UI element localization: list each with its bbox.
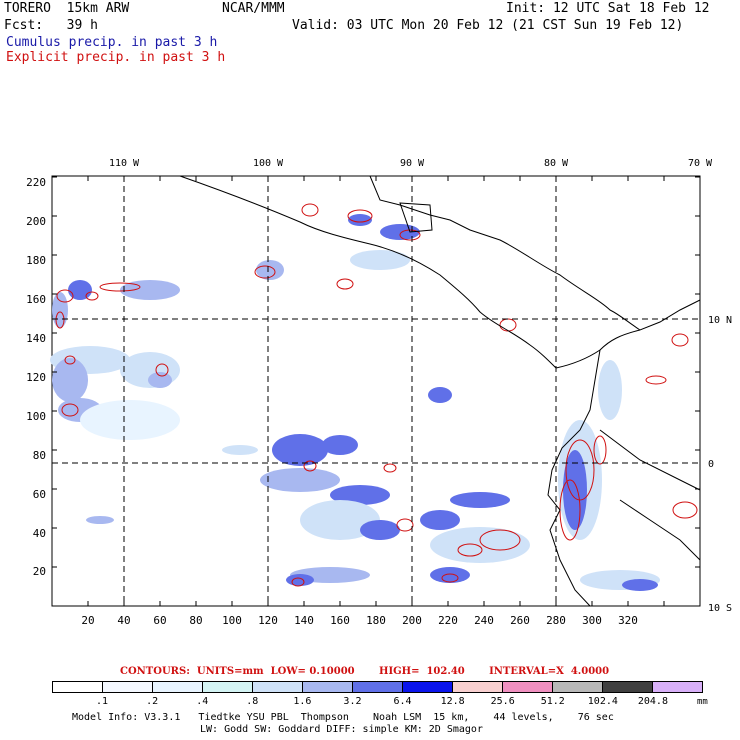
lon-label: 100 W	[253, 158, 284, 169]
color-bar-swatch	[603, 682, 653, 692]
color-bar-level: 1.6	[293, 696, 312, 707]
lon-label: 80 W	[544, 158, 569, 169]
x-tick-label: 320	[618, 614, 638, 627]
right-lat-labels: 10 N 0 10 S	[708, 315, 732, 614]
color-bar-level: 51.2	[540, 696, 565, 707]
x-tick-label: 300	[582, 614, 602, 627]
color-bar-level: .8	[246, 696, 259, 707]
y-tick-label: 180	[26, 254, 46, 267]
lon-label: 90 W	[400, 158, 425, 169]
y-tick-label: 40	[33, 527, 46, 540]
color-bar-swatch	[53, 682, 103, 692]
x-tick-labels: 20 40 60 80 100 120 140 160 180 200 220 …	[81, 614, 638, 627]
x-tick-label: 260	[510, 614, 530, 627]
color-bar-swatch	[303, 682, 353, 692]
top-lon-labels: 110 W 100 W 90 W 80 W 70 W	[109, 158, 713, 169]
x-tick-label: 40	[117, 614, 130, 627]
color-bar-level: 102.4	[587, 696, 618, 707]
x-tick-label: 280	[546, 614, 566, 627]
color-bar-level: 6.4	[393, 696, 412, 707]
init-time: Init: 12 UTC Sat 18 Feb 12	[506, 1, 710, 16]
color-bar-swatch	[103, 682, 153, 692]
model-physics: LW: Godd SW: Goddard DIFF: simple KM: 2D…	[200, 724, 483, 735]
lat-label: 0	[708, 459, 714, 470]
lon-label: 70 W	[688, 158, 713, 169]
lat-label: 10 S	[708, 603, 732, 614]
x-tick-label: 60	[153, 614, 166, 627]
explicit-precip-contours	[55, 203, 698, 587]
y-tick-label: 140	[26, 332, 46, 345]
color-bar-swatch	[203, 682, 253, 692]
valid-time: Valid: 03 UTC Mon 20 Feb 12 (21 CST Sun …	[292, 18, 684, 33]
organization: NCAR/MMM	[222, 1, 285, 16]
x-tick-label: 200	[402, 614, 422, 627]
color-bar-swatch	[553, 682, 603, 692]
color-bar-level: 12.8	[440, 696, 465, 707]
x-tick-label: 20	[81, 614, 94, 627]
color-bar-level: 3.2	[343, 696, 362, 707]
y-tick-label: 100	[26, 410, 46, 423]
color-bar-swatch	[453, 682, 503, 692]
cumulus-precip-shading	[50, 214, 660, 591]
y-tick-label: 60	[33, 488, 46, 501]
x-tick-label: 240	[474, 614, 494, 627]
axis-ticks	[51, 176, 700, 607]
unit-label: mm	[697, 697, 708, 707]
y-tick-label: 20	[33, 565, 46, 578]
color-bar-swatch	[403, 682, 453, 692]
color-bar-level: .4	[196, 696, 209, 707]
x-tick-label: 140	[294, 614, 314, 627]
y-tick-label: 220	[26, 176, 46, 189]
color-bar-level: 25.6	[490, 696, 515, 707]
color-bar	[52, 681, 703, 693]
y-tick-label: 80	[33, 449, 46, 462]
x-tick-label: 160	[330, 614, 350, 627]
x-tick-label: 80	[189, 614, 202, 627]
lat-label: 10 N	[708, 315, 732, 326]
model-info: Model Info: V3.3.1 Tiedtke YSU PBL Thomp…	[72, 712, 614, 723]
color-bar-swatch	[653, 682, 702, 692]
color-bar-swatch	[353, 682, 403, 692]
color-bar-level: 204.8	[637, 696, 668, 707]
x-tick-label: 100	[222, 614, 242, 627]
y-tick-label: 200	[26, 215, 46, 228]
contour-info: CONTOURS: UNITS=mm LOW= 0.10000 HIGH= 10…	[120, 666, 610, 677]
model-title: TORERO 15km ARW	[4, 1, 130, 16]
x-tick-label: 220	[438, 614, 458, 627]
lon-label: 110 W	[109, 158, 140, 169]
cumulus-label: Cumulus precip. in past 3 h	[6, 35, 218, 50]
explicit-label: Explicit precip. in past 3 h	[6, 50, 226, 65]
y-tick-label: 160	[26, 293, 46, 306]
y-tick-labels: 20 40 60 80 100 120 140 160 180 200 220	[26, 176, 46, 578]
forecast-hour: Fcst: 39 h	[4, 18, 98, 33]
color-bar-swatch	[503, 682, 553, 692]
color-bar-level: .2	[146, 696, 159, 707]
x-tick-label: 120	[258, 614, 278, 627]
lat-lon-grid	[52, 176, 700, 606]
color-bar-level: .1	[96, 696, 109, 707]
color-bar-swatch	[153, 682, 203, 692]
x-tick-label: 180	[366, 614, 386, 627]
color-bar-swatch	[253, 682, 303, 692]
coastlines	[179, 175, 701, 607]
y-tick-label: 120	[26, 371, 46, 384]
